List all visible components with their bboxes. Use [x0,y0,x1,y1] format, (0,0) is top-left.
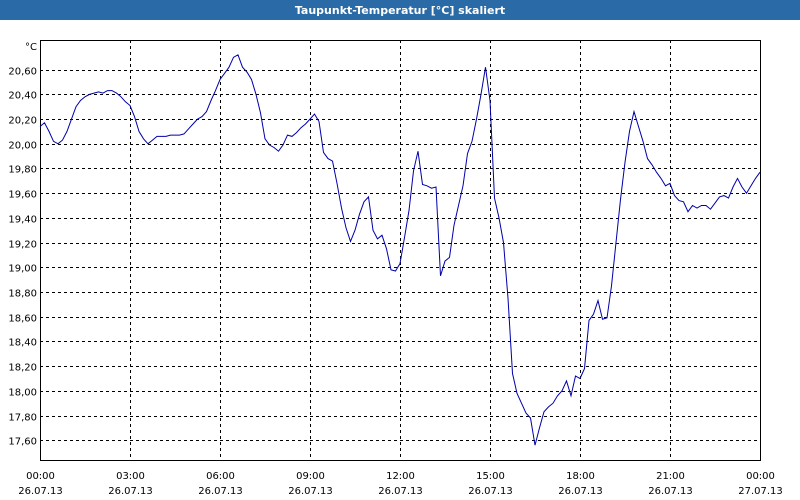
x-tick-date-label: 26.07.13 [378,486,423,497]
y-tick-label: 19,60 [8,190,37,201]
x-tick-time-label: 03:00 [116,471,145,482]
x-tick-date-label: 26.07.13 [18,486,63,497]
y-tick-label: 19,00 [8,264,37,275]
y-axis-ticks: 20,60 20,40 20,20 20,00 19,80 19,60 19,40 19,20… [8,67,37,448]
x-tick-date-label: 26.07.13 [288,486,333,497]
y-tick-label: 18,40 [8,338,37,349]
y-tick-label: 18,00 [8,388,37,399]
chart-svg: 20,60 20,40 20,20 20,00 19,80 19,60 19,40 19,20… [8,40,783,497]
y-tick-label: 20,60 [8,67,37,78]
x-tick-date-label: 26.07.13 [108,486,153,497]
x-tick-date-label: 27.07.13 [738,486,783,497]
x-tick-date-label: 26.07.13 [468,486,513,497]
y-tick-label: 17,80 [8,413,37,424]
grid-lines [40,40,760,460]
y-tick-label: 17,60 [8,437,37,448]
y-tick-label: 18,20 [8,363,37,374]
x-tick-time-label: 18:00 [566,471,595,482]
x-tick-time-label: 15:00 [476,471,505,482]
x-tick-time-label: 00:00 [746,471,775,482]
x-axis-ticks: 00:00 26.07.13 03:00 26.07.13 06:00 26.07.13 0… [18,471,783,497]
x-tick-time-label: 09:00 [296,471,325,482]
x-tick-time-label: 06:00 [206,471,235,482]
y-tick-label: 19,20 [8,240,37,251]
y-tick-label: 19,80 [8,165,37,176]
x-tick-time-label: 00:00 [26,471,55,482]
y-tick-label: 20,40 [8,91,37,102]
y-tick-label: 18,80 [8,289,37,300]
series-line [39,54,761,446]
x-tick-date-label: 26.07.13 [558,486,603,497]
x-tick-date-label: 26.07.13 [648,486,693,497]
y-tick-label: 18,60 [8,314,37,325]
x-tick-date-label: 26.07.13 [198,486,243,497]
y-tick-label: 20,00 [8,141,37,152]
y-axis-unit-label: °C [25,42,37,53]
y-tick-label: 19,40 [8,215,37,226]
x-tick-time-label: 21:00 [656,471,685,482]
chart-title: Taupunkt-Temperatur [°C] skaliert [0,0,800,20]
y-tick-label: 20,20 [8,116,37,127]
x-tick-time-label: 12:00 [386,471,415,482]
